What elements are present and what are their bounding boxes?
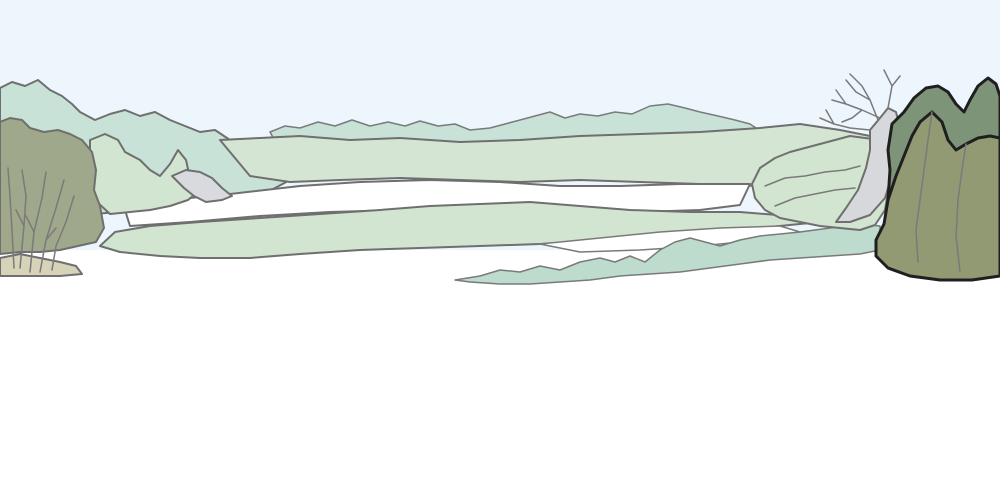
- left-tree-branches: [7, 167, 75, 273]
- right-tree-inner-lines: [915, 111, 967, 273]
- right-bush-detail-2: [774, 187, 856, 207]
- near-hill-band: [99, 201, 821, 259]
- lower-shrub-line: [454, 223, 881, 285]
- snow-clearing-upper: [124, 179, 751, 227]
- right-bush-detail-1: [764, 165, 861, 187]
- dead-tree-branches: [819, 69, 901, 131]
- right-tree-front: [874, 110, 1000, 282]
- left-bush-cluster: [89, 133, 201, 215]
- dead-tree-trunk: [835, 107, 901, 223]
- snow-ground: [0, 250, 1000, 500]
- rock: [171, 169, 233, 203]
